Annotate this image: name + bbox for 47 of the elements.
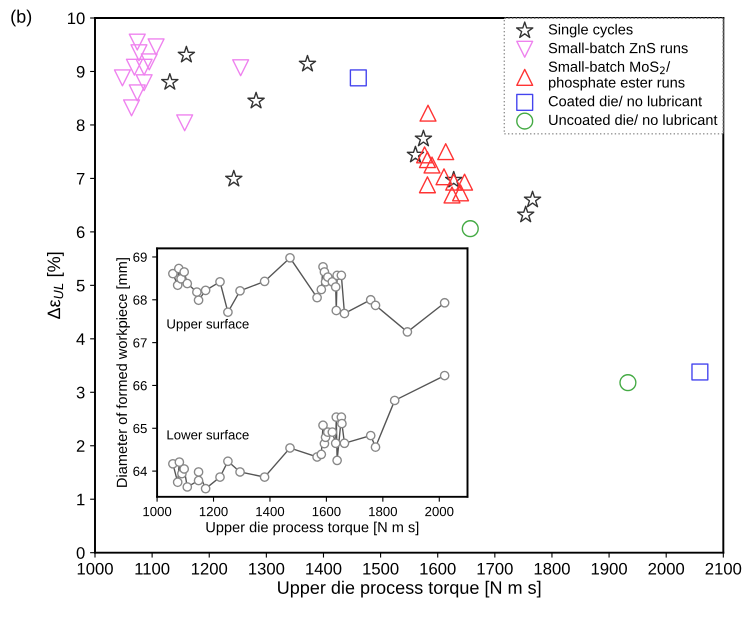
y-axis-title: Diameter of formed workpiece [mm] bbox=[116, 258, 130, 487]
x-tick-label: 1600 bbox=[312, 506, 341, 516]
y-tick-label: 3 bbox=[76, 386, 85, 398]
y-tick-label: 9 bbox=[76, 66, 84, 78]
y-tick-label: 69 bbox=[133, 252, 147, 262]
x-tick-label: 1700 bbox=[478, 562, 513, 575]
x-tick-label: 1400 bbox=[256, 506, 284, 516]
legend-label: Small-batch ZnS runs bbox=[548, 42, 688, 54]
x-tick-label: 1200 bbox=[192, 562, 228, 575]
x-tick-label: 2000 bbox=[425, 506, 454, 516]
y-tick-label: 4 bbox=[76, 333, 85, 345]
y-tick-label: 68 bbox=[133, 295, 147, 305]
x-tick-label: 1800 bbox=[534, 562, 570, 575]
x-tick-label: 1900 bbox=[592, 562, 627, 575]
x-tick-label: 1500 bbox=[363, 562, 398, 575]
y-tick-label: 1 bbox=[77, 494, 84, 506]
x-tick-label: 1100 bbox=[135, 562, 170, 575]
y-tick-label: 67 bbox=[133, 338, 147, 348]
y-tick-label: 65 bbox=[133, 424, 147, 434]
x-axis-title: Upper die process torque [N m s] bbox=[206, 522, 418, 536]
x-tick-label: 1400 bbox=[306, 562, 342, 575]
x-tick-label: 1600 bbox=[420, 562, 456, 575]
y-tick-label: 0 bbox=[76, 547, 85, 559]
legend-label: Uncoated die/ no lubricant bbox=[549, 114, 718, 126]
y-tick-label: 64 bbox=[133, 466, 147, 476]
x-tick-label: 1800 bbox=[369, 506, 397, 516]
x-tick-label: 2100 bbox=[706, 562, 742, 575]
y-axis-title: Δε$_{UL}$ [%] bbox=[46, 252, 64, 319]
series-label: Upper surface bbox=[167, 318, 249, 332]
y-tick-label: 7 bbox=[76, 172, 84, 184]
legend-label: Coated die/ no lubricant bbox=[548, 96, 702, 106]
x-tick-label: 1300 bbox=[249, 562, 284, 575]
y-tick-label: 66 bbox=[133, 381, 147, 390]
x-tick-label: 1200 bbox=[200, 506, 228, 516]
y-tick-label: 5 bbox=[76, 280, 85, 292]
legend-label: Small-batch MoS$_{2}$/ phosphate ester runs bbox=[548, 61, 685, 91]
x-tick-label: 2000 bbox=[648, 562, 684, 575]
x-tick-label: 1000 bbox=[143, 506, 172, 516]
x-tick-label: 1000 bbox=[78, 562, 113, 575]
y-tick-label: 10 bbox=[68, 12, 85, 24]
y-tick-label: 2 bbox=[76, 440, 84, 452]
x-axis-title: Upper die process torque [N m s] bbox=[278, 580, 540, 598]
y-tick-label: 8 bbox=[76, 119, 85, 132]
y-tick-label: 6 bbox=[76, 226, 85, 238]
legend-label: Single cycles bbox=[548, 24, 633, 38]
text: (b) bbox=[11, 10, 32, 26]
series-label: Lower surface bbox=[167, 430, 249, 440]
